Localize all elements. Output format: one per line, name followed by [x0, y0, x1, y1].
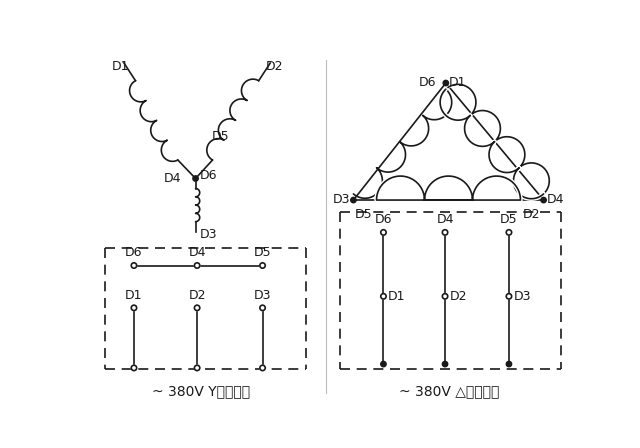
Text: D4: D4: [547, 193, 564, 206]
Text: D1: D1: [388, 290, 406, 303]
Text: D5: D5: [212, 129, 229, 142]
Text: D1: D1: [449, 76, 467, 89]
Text: D1: D1: [111, 60, 129, 73]
Text: D4: D4: [188, 246, 206, 259]
Text: D6: D6: [125, 246, 143, 259]
Text: D6: D6: [374, 213, 392, 226]
Circle shape: [381, 230, 386, 235]
Text: D2: D2: [266, 60, 283, 73]
Circle shape: [260, 263, 265, 268]
Text: D3: D3: [200, 228, 217, 241]
Circle shape: [260, 305, 265, 310]
Text: D3: D3: [333, 193, 350, 206]
Text: D6: D6: [419, 76, 436, 89]
Text: D3: D3: [513, 290, 531, 303]
Circle shape: [541, 198, 547, 203]
Circle shape: [131, 263, 137, 268]
Text: D3: D3: [254, 289, 271, 302]
Text: D2: D2: [450, 290, 467, 303]
Circle shape: [193, 176, 198, 181]
Text: ~ 380V △形接线法: ~ 380V △形接线法: [399, 384, 500, 398]
Circle shape: [195, 365, 200, 370]
Circle shape: [442, 230, 448, 235]
Text: D1: D1: [125, 289, 143, 302]
Circle shape: [131, 365, 137, 370]
Text: D5: D5: [500, 213, 518, 226]
Circle shape: [506, 362, 511, 367]
Circle shape: [506, 230, 511, 235]
Text: D2: D2: [188, 289, 206, 302]
Circle shape: [381, 293, 386, 299]
Circle shape: [195, 263, 200, 268]
Text: ~ 380V Y形接线法: ~ 380V Y形接线法: [152, 384, 250, 398]
Circle shape: [506, 293, 511, 299]
Circle shape: [443, 80, 449, 86]
Text: D5: D5: [253, 246, 271, 259]
Text: D4: D4: [436, 213, 454, 226]
Circle shape: [381, 362, 386, 367]
Circle shape: [260, 365, 265, 370]
Text: D5: D5: [355, 208, 372, 221]
Text: D4: D4: [164, 172, 182, 185]
Circle shape: [195, 305, 200, 310]
Circle shape: [351, 198, 356, 203]
Circle shape: [442, 293, 448, 299]
Text: D2: D2: [523, 208, 541, 221]
Circle shape: [442, 362, 448, 367]
Circle shape: [131, 305, 137, 310]
Text: D6: D6: [200, 169, 217, 182]
